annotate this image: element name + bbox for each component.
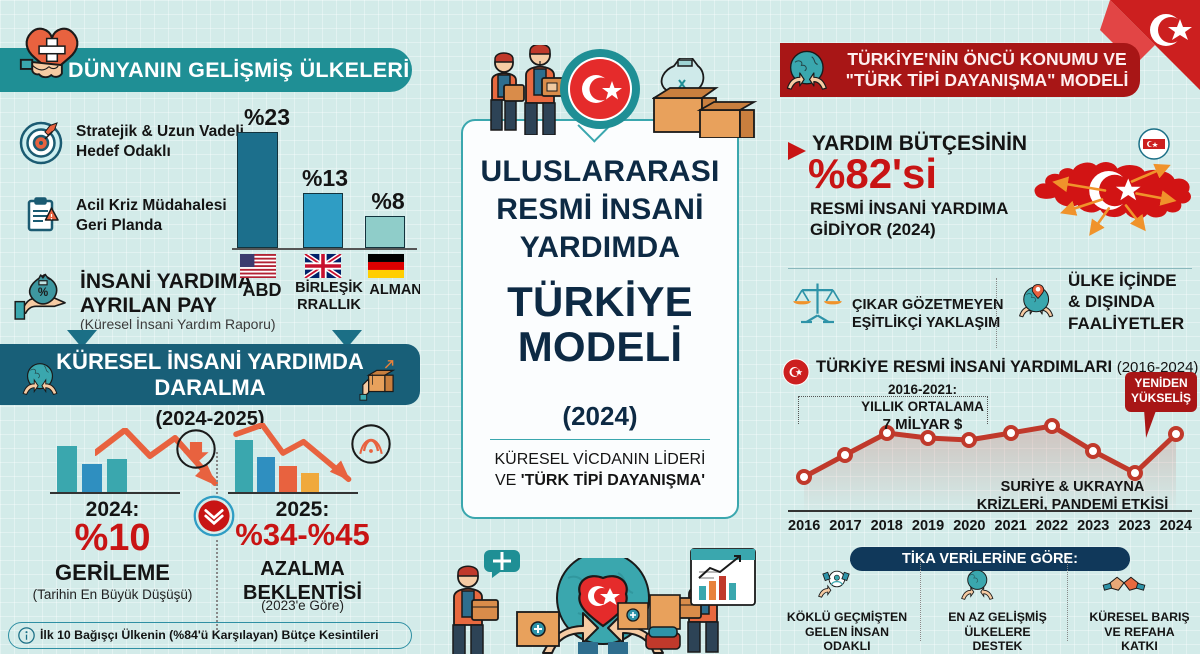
- svg-text:%: %: [38, 286, 48, 299]
